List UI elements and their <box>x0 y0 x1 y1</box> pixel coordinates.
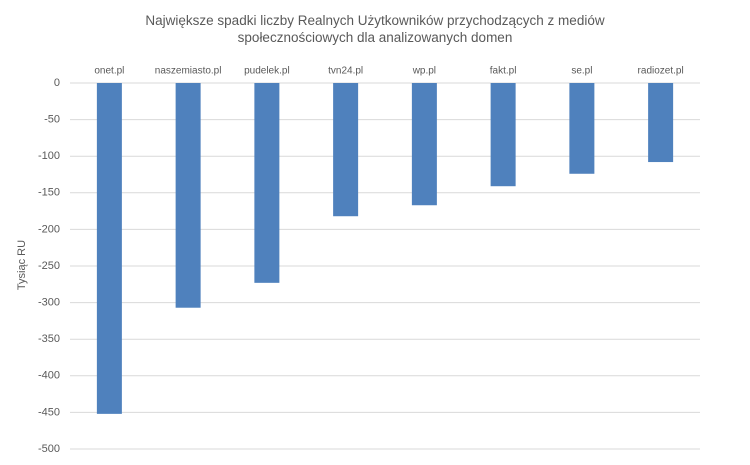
y-tick-label: -150 <box>38 187 60 199</box>
x-tick-label: wp.pl <box>412 66 436 77</box>
x-tick-label: naszemiasto.pl <box>155 66 222 77</box>
x-tick-label: tvn24.pl <box>328 66 363 77</box>
chart-title: Największe spadki liczby Realnych Użytko… <box>145 13 605 45</box>
y-tick-label: -50 <box>44 114 60 126</box>
y-tick-label: -400 <box>38 370 60 382</box>
y-tick-label: -200 <box>38 223 60 235</box>
y-tick-label: -100 <box>38 150 60 162</box>
bar <box>96 83 122 414</box>
bar <box>411 83 437 206</box>
y-tick-label: -450 <box>38 406 60 418</box>
y-tick-label: -250 <box>38 260 60 272</box>
x-tick-label: pudelek.pl <box>244 66 290 77</box>
bar <box>569 83 595 174</box>
y-tick-label: 0 <box>54 77 60 89</box>
bar <box>490 83 516 187</box>
bar <box>175 83 201 308</box>
bar <box>648 83 674 163</box>
bar <box>333 83 359 217</box>
x-tick-label: fakt.pl <box>490 66 517 77</box>
y-tick-label: -350 <box>38 333 60 345</box>
x-tick-label: onet.pl <box>94 66 124 77</box>
x-tick-label: radiozet.pl <box>638 66 684 77</box>
y-tick-label: -300 <box>38 297 60 309</box>
y-tick-label: -500 <box>38 443 60 455</box>
bar <box>254 83 280 283</box>
x-tick-label: se.pl <box>571 66 592 77</box>
y-axis-label: Tysiąc RU <box>16 240 28 290</box>
